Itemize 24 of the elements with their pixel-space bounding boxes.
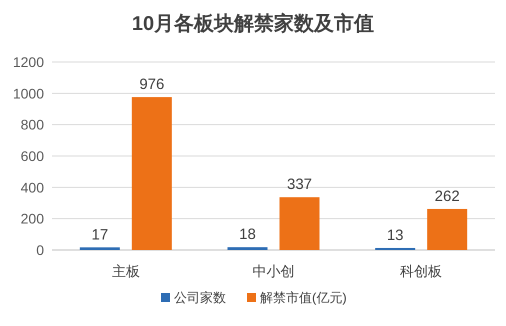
data-label: 18 [239,226,256,244]
data-label: 13 [386,226,404,244]
x-tick-label: 科创板 [400,263,442,279]
y-tick-label: 1000 [12,85,44,102]
data-label: 337 [286,176,312,194]
y-tick-label: 600 [20,148,44,164]
chart-title: 10月各板块解禁家数及市值 [132,12,374,35]
y-tick-label: 800 [20,116,44,133]
x-tick-label: 中小创 [252,263,294,279]
y-tick-label: 1200 [12,54,44,70]
bar [280,197,320,250]
data-label: 262 [434,188,460,205]
bar [228,247,268,250]
x-tick-label: 主板 [112,263,140,279]
bar [132,97,172,250]
legend-label: 公司家数 [174,290,226,305]
y-tick-label: 400 [20,179,44,196]
data-label: 17 [91,226,108,244]
y-tick-label: 0 [36,242,44,258]
y-tick-label: 200 [20,210,44,227]
data-label: 976 [139,76,164,94]
legend-label: 解禁市值(亿元) [260,290,347,305]
bar [80,247,120,250]
bar [427,208,468,250]
